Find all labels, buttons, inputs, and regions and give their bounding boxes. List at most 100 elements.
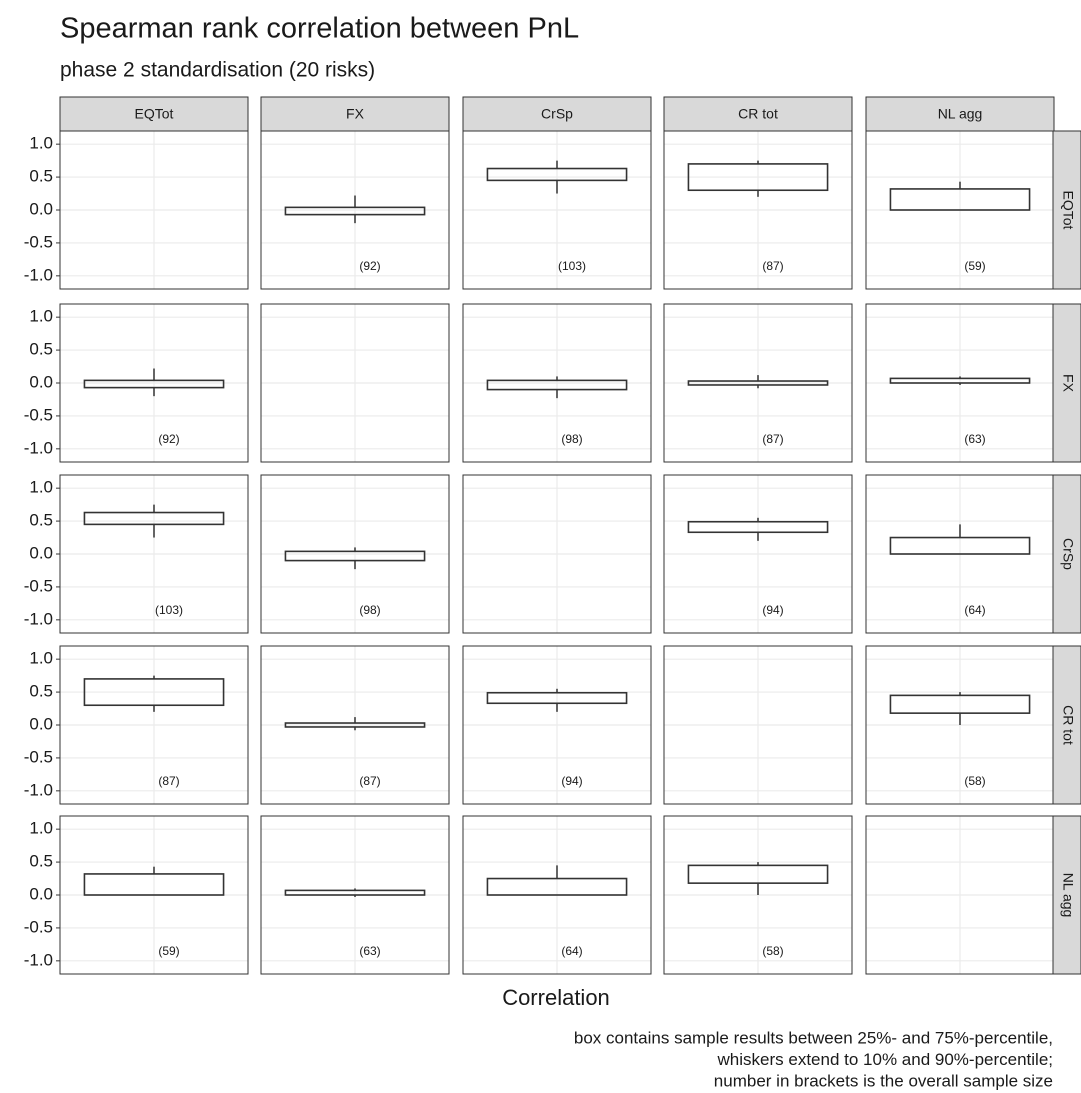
box xyxy=(486,167,628,182)
y-tick-label: 0.0 xyxy=(29,372,53,391)
strip-label: EQTot xyxy=(1060,191,1076,230)
sample-size-label: (87) xyxy=(158,774,179,788)
panel-border xyxy=(260,815,450,975)
y-tick-label: -0.5 xyxy=(24,232,53,251)
y-tick-label: 0.5 xyxy=(29,682,53,701)
strip xyxy=(1052,130,1081,290)
panel-border xyxy=(260,130,450,290)
sample-size-label: (64) xyxy=(964,603,985,617)
box xyxy=(687,520,829,534)
y-tick-label: 0.5 xyxy=(29,511,53,530)
box xyxy=(284,722,426,728)
strip xyxy=(260,96,450,132)
box xyxy=(687,163,829,192)
panel-border xyxy=(59,815,249,975)
y-tick-label: 0.0 xyxy=(29,543,53,562)
strip-label: FX xyxy=(346,106,365,122)
panel-border xyxy=(462,815,652,975)
panel-border xyxy=(260,474,450,634)
panel-border xyxy=(663,303,853,463)
y-tick-label: -0.5 xyxy=(24,576,53,595)
box xyxy=(687,380,829,386)
box xyxy=(83,678,225,707)
strip-label: CrSp xyxy=(1060,538,1076,570)
strip xyxy=(1052,303,1081,463)
y-tick-label: 1.0 xyxy=(29,134,53,153)
sample-size-label: (59) xyxy=(158,944,179,958)
box xyxy=(486,379,628,391)
chart-title: Spearman rank correlation between PnL xyxy=(60,13,579,45)
y-tick-label: -0.5 xyxy=(24,747,53,766)
panel-border xyxy=(663,815,853,975)
sample-size-label: (87) xyxy=(359,774,380,788)
y-tick-label: 0.5 xyxy=(29,167,53,186)
sample-size-label: (98) xyxy=(561,432,582,446)
box xyxy=(687,864,829,884)
strip xyxy=(1052,474,1081,634)
box xyxy=(83,873,225,896)
sample-size-label: (64) xyxy=(561,944,582,958)
sample-size-label: (103) xyxy=(155,603,183,617)
y-tick-label: 0.5 xyxy=(29,340,53,359)
y-tick-label: 0.5 xyxy=(29,852,53,871)
sample-size-label: (92) xyxy=(359,259,380,273)
strip xyxy=(663,96,853,132)
box xyxy=(889,694,1031,714)
box xyxy=(284,550,426,562)
strip xyxy=(1052,815,1081,975)
box xyxy=(889,536,1031,555)
strip-label: CR tot xyxy=(1060,705,1076,745)
panel-border xyxy=(663,130,853,290)
sample-size-label: (63) xyxy=(964,432,985,446)
chart-subtitle: phase 2 standardisation (20 risks) xyxy=(60,59,375,82)
sample-size-label: (98) xyxy=(359,603,380,617)
box xyxy=(889,188,1031,211)
strip xyxy=(59,96,249,132)
sample-size-label: (87) xyxy=(762,432,783,446)
strip xyxy=(1052,645,1081,805)
y-tick-label: -1.0 xyxy=(24,609,53,628)
y-tick-label: 1.0 xyxy=(29,649,53,668)
box xyxy=(284,206,426,216)
y-tick-label: -1.0 xyxy=(24,780,53,799)
box xyxy=(486,691,628,705)
y-tick-label: -1.0 xyxy=(24,265,53,284)
strip-label: CrSp xyxy=(541,106,573,122)
box xyxy=(83,379,225,389)
y-tick-label: 0.0 xyxy=(29,199,53,218)
footnote: number in brackets is the overall sample… xyxy=(714,1071,1053,1090)
panel-border xyxy=(59,645,249,805)
sample-size-label: (58) xyxy=(964,774,985,788)
panel-border xyxy=(59,474,249,634)
panel-border xyxy=(663,474,853,634)
y-tick-label: -0.5 xyxy=(24,917,53,936)
panel-border xyxy=(462,645,652,805)
strip-label: NL agg xyxy=(938,106,983,122)
y-tick-label: 1.0 xyxy=(29,819,53,838)
footnote: whiskers extend to 10% and 90%-percentil… xyxy=(717,1050,1053,1069)
panel-border xyxy=(260,303,450,463)
sample-size-label: (63) xyxy=(359,944,380,958)
x-axis-label: Correlation xyxy=(502,985,610,1010)
box xyxy=(889,377,1031,384)
y-tick-label: 0.0 xyxy=(29,714,53,733)
box xyxy=(486,877,628,896)
strip-label: FX xyxy=(1060,374,1076,393)
sample-size-label: (103) xyxy=(558,259,586,273)
panel-border xyxy=(260,645,450,805)
panel-border xyxy=(462,303,652,463)
sample-size-label: (94) xyxy=(762,603,783,617)
sample-size-label: (94) xyxy=(561,774,582,788)
y-tick-label: -1.0 xyxy=(24,438,53,457)
sample-size-label: (58) xyxy=(762,944,783,958)
footnote: box contains sample results between 25%-… xyxy=(574,1028,1053,1047)
panel-border xyxy=(663,645,853,805)
panel-border xyxy=(462,474,652,634)
panel-border xyxy=(59,130,249,290)
panel-border xyxy=(462,130,652,290)
sample-size-label: (59) xyxy=(964,259,985,273)
box xyxy=(83,511,225,526)
y-tick-label: 0.0 xyxy=(29,884,53,903)
sample-size-label: (92) xyxy=(158,432,179,446)
